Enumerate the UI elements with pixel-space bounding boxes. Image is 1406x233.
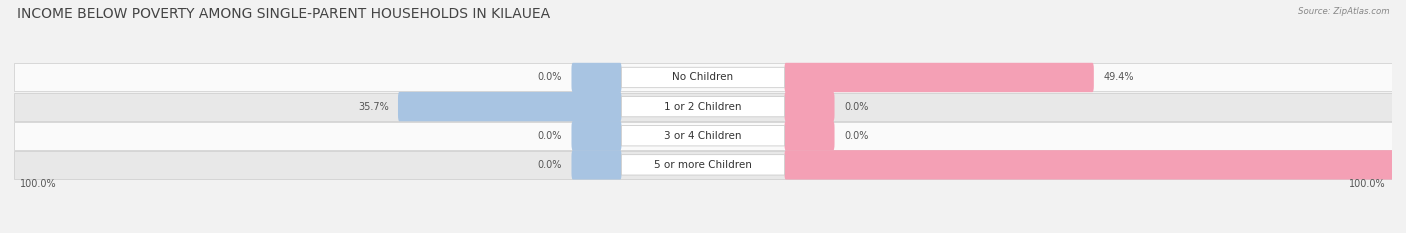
- FancyBboxPatch shape: [14, 122, 1392, 150]
- FancyBboxPatch shape: [621, 96, 785, 117]
- Text: INCOME BELOW POVERTY AMONG SINGLE-PARENT HOUSEHOLDS IN KILAUEA: INCOME BELOW POVERTY AMONG SINGLE-PARENT…: [17, 7, 550, 21]
- FancyBboxPatch shape: [14, 93, 1392, 121]
- FancyBboxPatch shape: [398, 92, 621, 121]
- Text: 0.0%: 0.0%: [844, 102, 869, 112]
- Text: 49.4%: 49.4%: [1104, 72, 1133, 82]
- Text: 35.7%: 35.7%: [359, 102, 388, 112]
- FancyBboxPatch shape: [785, 92, 835, 121]
- Text: No Children: No Children: [672, 72, 734, 82]
- Text: 3 or 4 Children: 3 or 4 Children: [664, 131, 742, 141]
- FancyBboxPatch shape: [571, 63, 621, 92]
- Text: Source: ZipAtlas.com: Source: ZipAtlas.com: [1298, 7, 1389, 16]
- Text: 0.0%: 0.0%: [537, 72, 562, 82]
- FancyBboxPatch shape: [785, 150, 1406, 180]
- Text: 0.0%: 0.0%: [844, 131, 869, 141]
- FancyBboxPatch shape: [621, 67, 785, 88]
- Text: 5 or more Children: 5 or more Children: [654, 160, 752, 170]
- FancyBboxPatch shape: [571, 150, 621, 180]
- FancyBboxPatch shape: [621, 155, 785, 175]
- FancyBboxPatch shape: [14, 151, 1392, 179]
- Text: 100.0%: 100.0%: [1348, 179, 1386, 189]
- FancyBboxPatch shape: [571, 121, 621, 151]
- FancyBboxPatch shape: [14, 64, 1392, 91]
- FancyBboxPatch shape: [785, 121, 835, 151]
- Text: 0.0%: 0.0%: [537, 131, 562, 141]
- FancyBboxPatch shape: [785, 63, 1094, 92]
- Text: 100.0%: 100.0%: [20, 179, 58, 189]
- FancyBboxPatch shape: [621, 126, 785, 146]
- Text: 1 or 2 Children: 1 or 2 Children: [664, 102, 742, 112]
- Text: 0.0%: 0.0%: [537, 160, 562, 170]
